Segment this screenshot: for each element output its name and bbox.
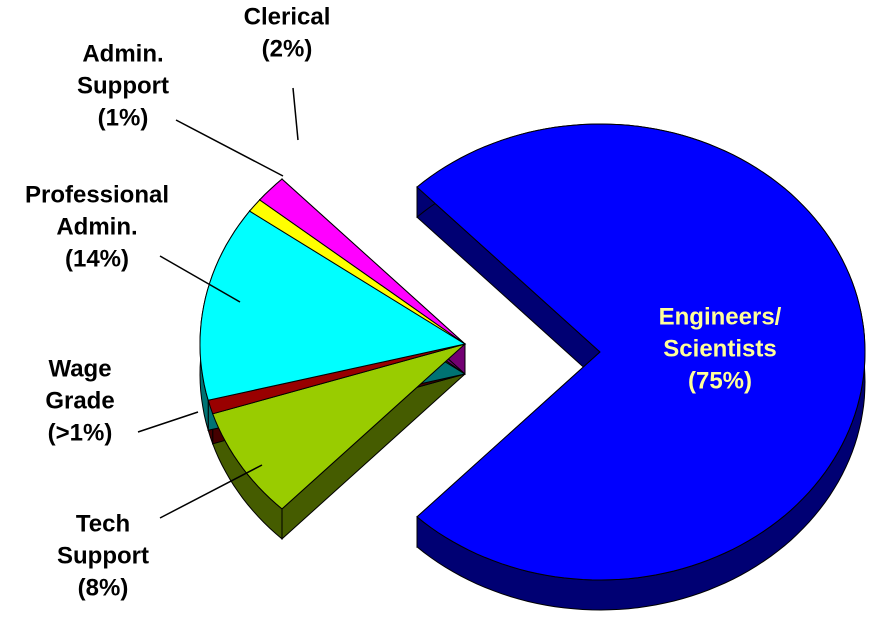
slice-label: Admin.: [82, 40, 163, 67]
slice: [212, 343, 466, 510]
value-label: (1%): [98, 104, 149, 131]
value-label: (8%): [78, 574, 129, 601]
leader-line: [137, 411, 199, 433]
slice-label: Grade: [45, 387, 114, 414]
slice-label: Professional: [25, 181, 169, 208]
slice-label: Clerical: [244, 3, 331, 30]
slice: [258, 178, 466, 345]
slice: [416, 123, 866, 581]
value-label: (14%): [65, 245, 129, 272]
leader-line: [175, 119, 284, 177]
slice-label: Support: [57, 542, 149, 569]
leader-line: [159, 464, 263, 519]
slice-label: Tech: [76, 510, 130, 537]
value-label: (>1%): [48, 419, 113, 446]
leader-line: [292, 87, 299, 141]
slice-label: Admin.: [56, 213, 137, 240]
value-label: (2%): [262, 35, 313, 62]
slice-label: Wage: [48, 355, 111, 382]
leader-line: [159, 255, 241, 303]
slice-label: Support: [77, 72, 169, 99]
slice: [199, 210, 467, 401]
slice-label: Engineers/: [659, 303, 782, 330]
value-label: (75%): [688, 367, 752, 394]
slice-label: Scientists: [663, 335, 776, 362]
